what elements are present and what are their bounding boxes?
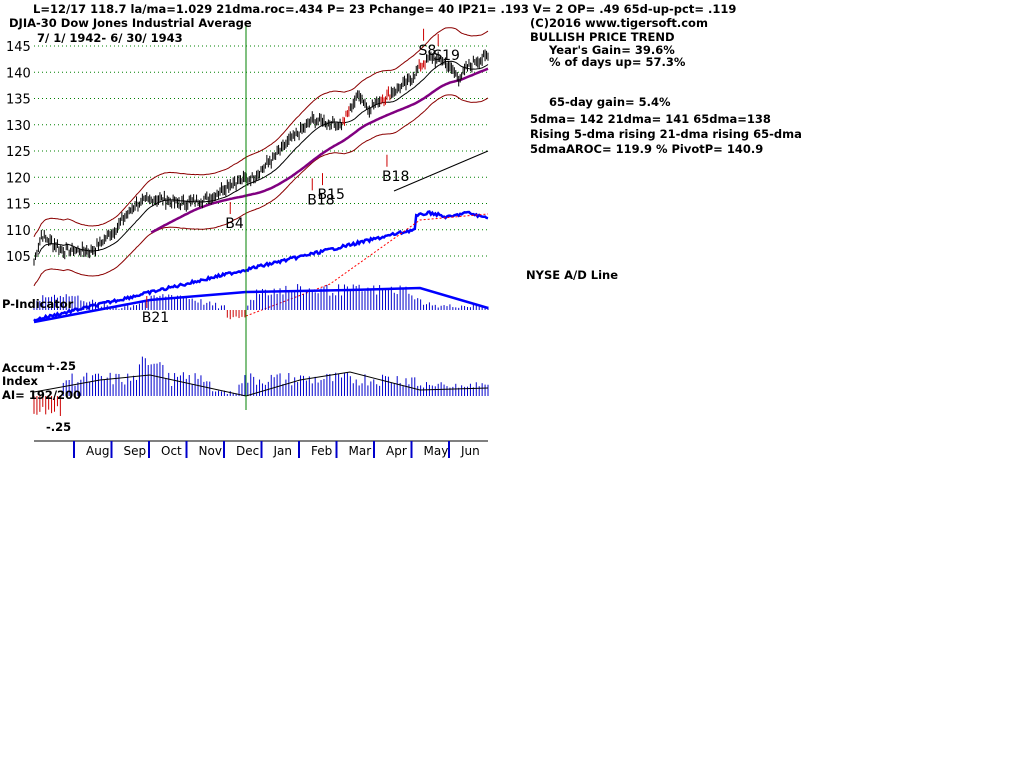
signal-label: B4	[225, 216, 244, 232]
p-indicator-line	[33, 286, 489, 324]
accum-label: Accum	[2, 361, 45, 375]
p-indicator-histogram	[33, 284, 489, 324]
y-tick-label: 120	[6, 171, 31, 186]
ai-label: AI= 192/200	[2, 388, 82, 402]
x-tick-label: Jan	[273, 444, 293, 458]
ma-values: 5dma= 142 21dma= 141 65dma=138	[530, 112, 771, 126]
ad-line	[33, 210, 489, 323]
x-tick-label: Aug	[86, 444, 109, 458]
signal-label: B18	[382, 169, 409, 185]
x-tick-label: Jun	[460, 444, 480, 458]
price-bars	[33, 49, 489, 266]
trend-label: BULLISH PRICE TREND	[530, 30, 675, 44]
signal-label: B18	[307, 192, 334, 208]
long-ma-line	[393, 150, 489, 192]
signal-label: S19	[433, 48, 460, 64]
y-tick-label: 145	[6, 40, 31, 55]
x-tick-label: Apr	[386, 444, 407, 458]
x-tick-label: Dec	[236, 444, 259, 458]
signal-label: S8	[419, 43, 437, 59]
date-range: 7/ 1/ 1942- 6/ 30/ 1943	[37, 31, 183, 45]
y-tick-label: 130	[6, 119, 31, 134]
y-tick-label: 115	[6, 198, 31, 213]
ma-direction: Rising 5-dma rising 21-dma rising 65-dma	[530, 127, 802, 141]
x-axis: Aug Sep Oct Nov Dec Jan Feb Mar Apr May Jun	[34, 440, 488, 458]
years-gain: Year's Gain= 39.6%	[549, 43, 675, 57]
copyright: (C)2016 www.tigersoft.com	[530, 16, 708, 30]
y-tick-label: 125	[6, 145, 31, 160]
bollinger-bands	[33, 27, 489, 287]
status-line: L=12/17 118.7 la/ma=1.029 21dma.roc=.434…	[33, 2, 737, 16]
y-tick-label: 140	[6, 66, 31, 81]
index-name: DJIA-30 Dow Jones Industrial Average	[9, 16, 252, 30]
moving-averages	[37, 60, 489, 255]
x-tick-label: May	[424, 444, 449, 458]
y-axis-ticks: 105 110 115 120 125 130 135 140 145	[6, 40, 31, 265]
x-tick-label: Mar	[349, 444, 372, 458]
upper-band	[33, 27, 489, 238]
ma21-line	[37, 60, 489, 255]
x-tick-label: Nov	[199, 444, 222, 458]
accum-bottom-value: -.25	[46, 420, 72, 434]
accum-top-value: +.25	[46, 359, 77, 373]
lower-band	[33, 94, 489, 287]
gain-65day: 65-day gain= 5.4%	[549, 95, 671, 109]
ad-line-path	[33, 210, 489, 323]
x-tick-label: Oct	[161, 444, 182, 458]
x-tick-label: Feb	[311, 444, 332, 458]
index-label: Index	[2, 374, 38, 388]
ad-line-label: NYSE A/D Line	[526, 268, 618, 282]
signal-label: B21	[142, 310, 169, 326]
accum-index-histogram	[33, 356, 489, 416]
y-tick-label: 135	[6, 93, 31, 108]
accum-ma-line	[33, 371, 489, 397]
y-tick-label: 105	[6, 250, 31, 265]
ma65-line	[150, 67, 489, 234]
x-tick-label: Sep	[124, 444, 147, 458]
p-indicator-label: P-Indicator	[2, 297, 74, 311]
aroc-pivot: 5dmaAROC= 119.9 % PivotP= 140.9	[530, 142, 764, 156]
ad-ma-path	[245, 213, 489, 317]
pct-days-up: % of days up= 57.3%	[549, 55, 686, 69]
y-tick-label: 110	[6, 224, 31, 239]
signal-label: B15	[318, 187, 345, 203]
